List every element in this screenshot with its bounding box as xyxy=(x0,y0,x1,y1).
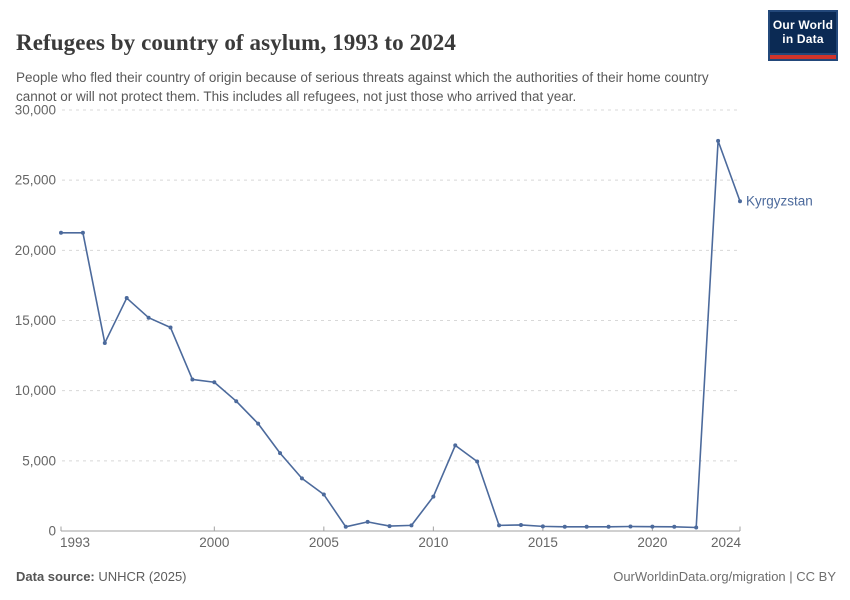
data-point-marker xyxy=(365,519,370,524)
data-point-marker xyxy=(343,524,348,529)
data-point-marker xyxy=(540,524,545,529)
attribution-link[interactable]: OurWorldinData.org/migration | CC BY xyxy=(613,569,836,584)
data-point-marker xyxy=(80,230,85,235)
x-axis-tick-label: 1993 xyxy=(60,535,90,550)
data-point-marker xyxy=(299,476,304,481)
data-point-marker xyxy=(59,230,63,235)
data-point-marker xyxy=(562,524,567,529)
owid-logo-redbar xyxy=(770,55,836,59)
data-point-marker xyxy=(672,524,677,529)
y-axis-tick-label: 5,000 xyxy=(22,453,56,468)
data-source: Data source: UNHCR (2025) xyxy=(16,569,187,584)
data-point-marker xyxy=(584,524,589,529)
data-point-marker xyxy=(321,492,326,497)
data-point-marker xyxy=(234,399,239,404)
data-point-marker xyxy=(387,524,392,529)
data-point-marker xyxy=(628,524,633,529)
x-axis-tick-label: 2020 xyxy=(637,535,667,550)
data-point-marker xyxy=(146,315,151,320)
x-axis-tick-label: 2010 xyxy=(418,535,448,550)
series-line[interactable] xyxy=(60,140,741,529)
data-point-marker xyxy=(256,421,261,426)
y-axis-tick-label: 20,000 xyxy=(15,243,56,258)
data-point-marker xyxy=(716,138,721,143)
x-axis-tick-label: 2000 xyxy=(199,535,229,550)
data-point-marker xyxy=(694,525,699,530)
y-axis-tick-label: 15,000 xyxy=(15,313,56,328)
data-point-marker xyxy=(190,377,195,382)
series-end-label[interactable]: Kyrgyzstan xyxy=(746,194,813,209)
data-point-marker xyxy=(124,296,129,301)
chart-footer: Data source: UNHCR (2025) OurWorldinData… xyxy=(16,569,836,584)
data-point-marker xyxy=(518,522,523,527)
owid-logo-text: Our World in Data xyxy=(770,12,836,53)
y-axis-tick-label: 25,000 xyxy=(15,173,56,188)
x-axis-tick-label: 2024 xyxy=(711,535,742,550)
data-point-marker xyxy=(431,494,436,499)
y-axis-tick-label: 30,000 xyxy=(15,103,56,118)
data-point-marker xyxy=(212,380,217,385)
data-point-marker xyxy=(650,524,655,529)
data-point-marker xyxy=(168,325,173,330)
page-subtitle: People who fled their country of origin … xyxy=(16,69,709,104)
data-point-marker xyxy=(102,340,107,345)
x-axis-tick-label: 2015 xyxy=(528,535,558,550)
data-point-marker xyxy=(475,459,480,464)
data-point-marker xyxy=(278,451,283,456)
x-axis-tick-label: 2005 xyxy=(309,535,339,550)
data-point-marker xyxy=(606,524,611,529)
data-point-marker xyxy=(409,523,414,528)
page-title: Refugees by country of asylum, 1993 to 2… xyxy=(16,30,456,56)
line-chart[interactable]: 0 5,000 10,000 15,000 20,000 25,000 30,000 1993… xyxy=(0,95,850,565)
data-point-marker xyxy=(497,523,502,528)
data-point-marker xyxy=(738,199,742,204)
y-axis-tick-label: 0 xyxy=(48,524,56,539)
data-point-marker xyxy=(453,443,458,448)
owid-logo[interactable]: Our World in Data xyxy=(768,10,838,61)
y-axis-tick-label: 10,000 xyxy=(15,383,56,398)
